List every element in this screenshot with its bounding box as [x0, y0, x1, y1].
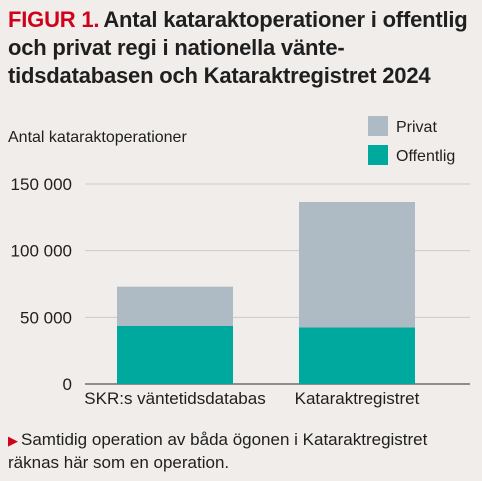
bar-privat [299, 202, 415, 328]
x-tick-label: Kataraktregistret [295, 389, 420, 408]
legend-swatch-offentlig [368, 145, 388, 165]
y-tick-label: 0 [63, 375, 72, 394]
legend-label-privat: Privat [396, 119, 437, 136]
footnote: ▶ Samtidig operation av båda ögonen i Kat… [8, 429, 478, 474]
bar-offentlig [299, 327, 415, 384]
legend: Privat Offentlig [368, 116, 455, 165]
title-text: Antal kataraktoperationer i offentlig oc… [8, 7, 468, 88]
bar-offentlig [117, 326, 233, 384]
bar-privat [117, 286, 233, 326]
y-tick-label: 150 000 [11, 175, 72, 194]
x-tick-labels: SKR:s väntetidsdatabas Kataraktregistret [84, 389, 419, 408]
y-axis-label: Antal kataraktoperationer [8, 129, 187, 146]
footnote-text: Samtidig operation av båda ögonen i Kata… [8, 430, 428, 472]
y-tick-label: 50 000 [20, 308, 72, 327]
figure-label: FIGUR 1. [8, 7, 100, 32]
legend-swatch-privat [368, 116, 388, 136]
x-tick-label: SKR:s väntetidsdatabas [84, 389, 265, 408]
legend-label-offentlig: Offentlig [396, 148, 455, 165]
y-tick-label: 100 000 [11, 242, 72, 261]
triangle-bullet-icon: ▶ [8, 433, 18, 448]
y-tick-labels: 0 50 000 100 000 150 000 [11, 175, 72, 394]
bars [117, 202, 415, 384]
chart-title: FIGUR 1. Antal kataraktoperationer i offe… [8, 6, 478, 90]
